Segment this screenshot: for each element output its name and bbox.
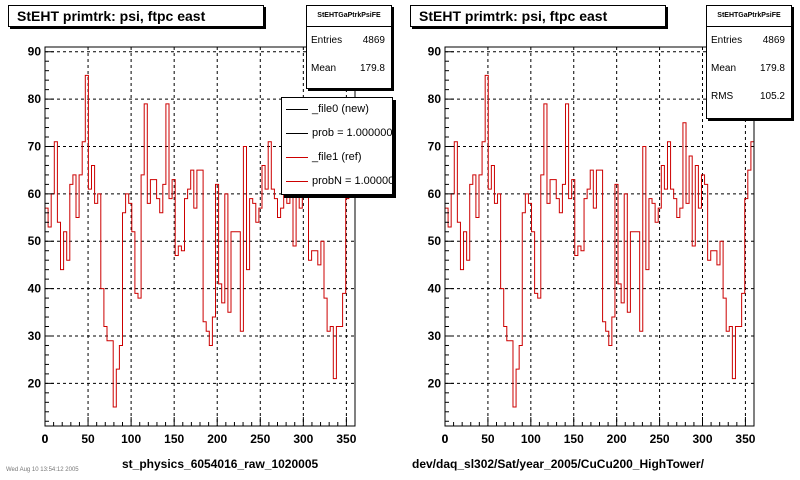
x-tick-label: 350 bbox=[336, 432, 356, 446]
stats-value: 105.2 bbox=[759, 91, 785, 102]
timestamp-footnote: Wed Aug 10 13:54:12 2005 bbox=[6, 467, 79, 473]
y-tick-label: 80 bbox=[28, 92, 42, 106]
y-tick-label: 30 bbox=[28, 329, 42, 343]
x-tick-label: 300 bbox=[293, 432, 313, 446]
y-tick-label: 20 bbox=[428, 376, 442, 390]
legend-entry-file1: _file1 (ref) bbox=[282, 146, 392, 170]
legend-swatch bbox=[286, 109, 308, 110]
legend-entry-probn: probN = 1.000000 bbox=[282, 170, 392, 194]
legend-label: prob = 1.000000 bbox=[312, 127, 393, 139]
x-tick-label: 150 bbox=[164, 432, 184, 446]
x-tick-label: 0 bbox=[442, 432, 449, 446]
x-tick-label: 0 bbox=[42, 432, 49, 446]
y-tick-label: 70 bbox=[428, 139, 442, 153]
legend-entry-prob: prob = 1.000000 bbox=[282, 122, 392, 146]
y-tick-label: 60 bbox=[28, 187, 42, 201]
y-tick-label: 30 bbox=[428, 329, 442, 343]
histogram-series-line bbox=[45, 74, 355, 408]
x-tick-label: 150 bbox=[564, 432, 584, 446]
x-tick-label: 250 bbox=[650, 432, 670, 446]
x-tick-label: 50 bbox=[81, 432, 95, 446]
stats-value: 4869 bbox=[762, 35, 785, 46]
x-tick-label: 250 bbox=[250, 432, 270, 446]
stats-row-entries: Entries 4869 bbox=[707, 27, 791, 55]
stats-label: RMS bbox=[711, 91, 734, 102]
stats-value: 179.8 bbox=[359, 63, 385, 74]
stats-box-name: StEHTGaPtrkPsiFE bbox=[307, 6, 391, 27]
x-tick-label: 200 bbox=[607, 432, 627, 446]
x-tick-label: 100 bbox=[521, 432, 541, 446]
histogram-panel-right: 0 0 50 100 150 200 250 300 350 20 30 40 50 60 70 80 90 S… bbox=[400, 0, 800, 480]
x-tick-label: 300 bbox=[692, 432, 712, 446]
y-tick-label: 60 bbox=[428, 187, 442, 201]
y-tick-label: 80 bbox=[428, 92, 442, 106]
x-tick-label: 0 bbox=[442, 432, 449, 446]
y-tick-label: 40 bbox=[28, 282, 42, 296]
legend: _file0 (new) prob = 1.000000 _file1 (ref… bbox=[281, 97, 393, 195]
y-tick-label: 50 bbox=[28, 234, 42, 248]
legend-swatch bbox=[286, 157, 308, 158]
legend-swatch bbox=[286, 133, 308, 134]
histogram-series-line bbox=[445, 74, 754, 408]
stats-row-mean: Mean 179.8 bbox=[707, 55, 791, 83]
stats-label: Mean bbox=[311, 63, 337, 74]
y-tick-label: 90 bbox=[428, 45, 442, 59]
y-tick-label: 20 bbox=[28, 376, 42, 390]
histogram-title: StEHT primtrk: psi, ftpc east bbox=[8, 5, 264, 27]
stats-label: Entries bbox=[311, 35, 343, 46]
y-tick-label: 50 bbox=[428, 234, 442, 248]
x-caption: dev/daq_sl302/Sat/year_2005/CuCu200_High… bbox=[412, 457, 704, 471]
stats-label: Mean bbox=[711, 63, 737, 74]
legend-label: _file0 (new) bbox=[312, 103, 369, 115]
legend-entry-file0: _file0 (new) bbox=[282, 98, 392, 122]
stats-value: 179.8 bbox=[759, 63, 785, 74]
stats-value: 4869 bbox=[362, 35, 385, 46]
histogram-panel-left: 0 0 50 100 150 200 250 300 350 20 30 40 50 60 70 80 90 S… bbox=[6, 5, 393, 473]
x-tick-label: 200 bbox=[207, 432, 227, 446]
y-tick-label: 90 bbox=[28, 45, 42, 59]
legend-swatch bbox=[286, 181, 308, 182]
stats-box: StEHTGaPtrkPsiFE Entries 4869 Mean 179.8… bbox=[706, 5, 792, 119]
stats-row-rms: RMS 105.2 bbox=[707, 83, 791, 111]
legend-label: probN = 1.000000 bbox=[312, 175, 393, 187]
x-caption: st_physics_6054016_raw_1020005 bbox=[122, 457, 319, 471]
stats-label: Entries bbox=[711, 35, 743, 46]
x-tick-label: 350 bbox=[735, 432, 755, 446]
y-tick-label: 70 bbox=[28, 139, 42, 153]
x-tick-label: 100 bbox=[121, 432, 141, 446]
stats-row-entries: Entries 4869 bbox=[307, 27, 391, 55]
stats-row-mean: Mean 179.8 bbox=[307, 55, 391, 83]
legend-label: _file1 (ref) bbox=[312, 151, 362, 163]
stats-box: StEHTGaPtrkPsiFE Entries 4869 Mean 179.8 bbox=[306, 5, 392, 89]
histogram-title: StEHT primtrk: psi, ftpc east bbox=[410, 5, 666, 27]
x-tick-label: 50 bbox=[481, 432, 495, 446]
x-tick-label: 0 bbox=[42, 432, 49, 446]
y-tick-label: 40 bbox=[428, 282, 442, 296]
stats-box-name: StEHTGaPtrkPsiFE bbox=[707, 6, 791, 27]
